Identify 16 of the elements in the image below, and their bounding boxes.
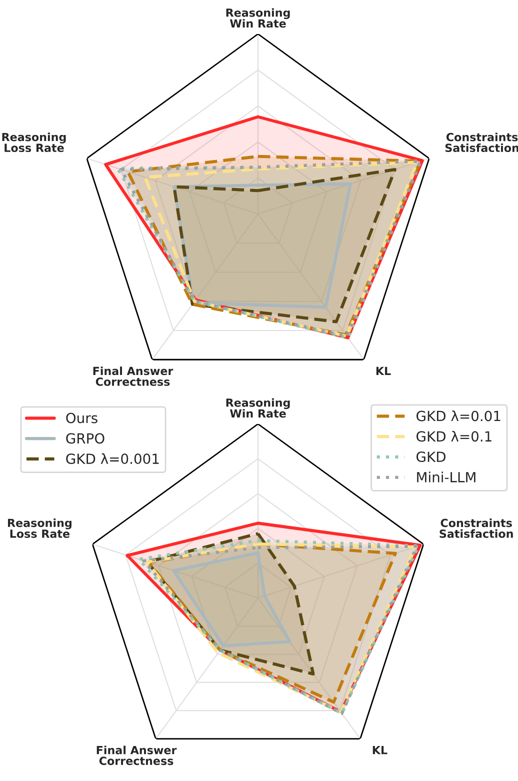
spoke-label: Final Answer Correctness: [96, 746, 177, 766]
spoke-label: KL: [372, 746, 388, 754]
legend-label: Mini-LLM: [417, 472, 476, 482]
legend-label: GKD: [416, 452, 446, 462]
spoke-label: Reasoning Win Rate: [226, 398, 290, 418]
spoke-label: KL: [376, 366, 391, 376]
spoke-label: Constraints Satisfaction: [440, 518, 513, 538]
spoke-label: Reasoning Win Rate: [226, 8, 290, 28]
legend-label: GRPO: [66, 433, 104, 444]
spoke-label: Final Answer Correctness: [93, 366, 174, 386]
spoke-label: Reasoning Loss Rate: [8, 518, 72, 538]
legend-label: GKD λ=0.1: [416, 430, 492, 442]
legend-label: GKD λ=0.01: [416, 410, 500, 422]
legend-label: GKD λ=0.001: [66, 453, 159, 464]
legend-label: Ours: [66, 412, 98, 424]
spoke-label: Reasoning Loss Rate: [2, 132, 66, 152]
